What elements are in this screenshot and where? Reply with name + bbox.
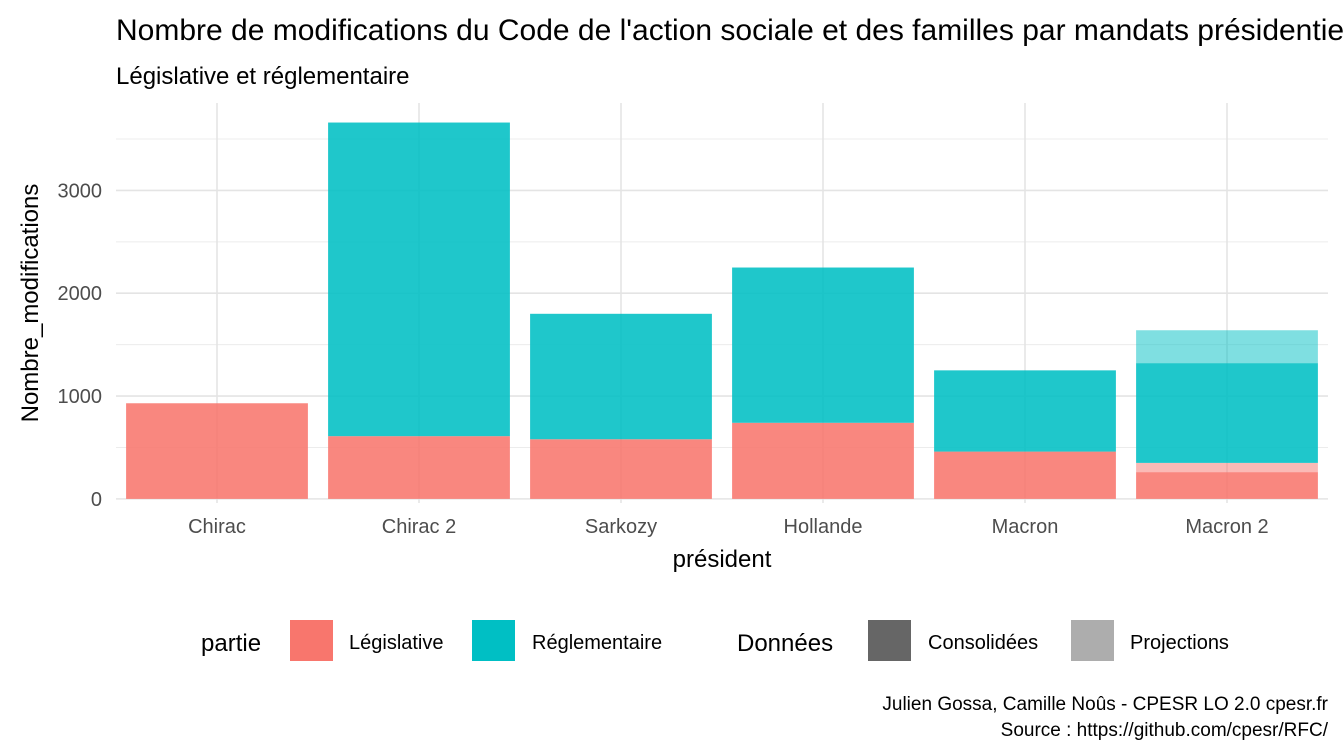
legend: partie Législative Réglementaire Données…: [201, 620, 1229, 661]
caption-line-1: Julien Gossa, Camille Noûs - CPESR LO 2.…: [882, 694, 1328, 715]
y-tick-label: 3000: [58, 180, 103, 202]
legend-label-reglementaire: Réglementaire: [532, 632, 662, 654]
x-tick-label-macron: Macron: [992, 516, 1059, 538]
bar-hollande-legislative-consolidees: [732, 422, 914, 499]
legend-label-legislative: Législative: [349, 632, 444, 654]
bar-sarkozy-legislative-consolidees: [530, 439, 712, 499]
legend-title-donnees: Données: [737, 630, 833, 657]
chart-title: Nombre de modifications du Code de l'act…: [116, 14, 1344, 47]
bar-chirac-2-reglementaire-consolidees: [328, 122, 510, 437]
bar-macron-2-reglementaire-projections: [1136, 330, 1318, 364]
x-axis-label: président: [673, 546, 772, 573]
bar-macron-legislative-consolidees: [934, 451, 1116, 499]
x-tick-label-sarkozy: Sarkozy: [585, 516, 657, 538]
legend-key-consolidees: [868, 620, 911, 661]
y-tick-label: 1000: [58, 386, 103, 408]
bar-macron-2-legislative-consolidees: [1136, 472, 1318, 499]
legend-label-consolidees: Consolidées: [928, 632, 1038, 654]
x-tick-label-chirac-2: Chirac 2: [382, 516, 456, 538]
y-axis-ticks: 0 1000 2000 3000: [58, 180, 103, 510]
chart-subtitle: Législative et réglementaire: [116, 63, 410, 90]
bar-hollande-reglementaire-consolidees: [732, 267, 914, 423]
y-axis-label: Nombre_modifications: [17, 184, 44, 423]
bar-macron-2-legislative-projections: [1136, 462, 1318, 473]
bar-chirac-2-legislative-consolidees: [328, 436, 510, 499]
bar-macron-reglementaire-consolidees: [934, 370, 1116, 452]
legend-key-legislative: [290, 620, 333, 661]
x-tick-label-hollande: Hollande: [784, 516, 863, 538]
bar-sarkozy-reglementaire-consolidees: [530, 313, 712, 440]
x-tick-label-chirac: Chirac: [188, 516, 246, 538]
bar-chirac-legislative-consolidees: [126, 403, 308, 499]
legend-title-partie: partie: [201, 630, 261, 657]
bars: [126, 122, 1318, 499]
bar-macron-2-reglementaire-consolidees: [1136, 363, 1318, 463]
y-tick-label: 2000: [58, 283, 103, 305]
caption-line-2: Source : https://github.com/cpesr/RFC/: [1001, 720, 1329, 741]
legend-key-reglementaire: [472, 620, 515, 661]
x-tick-label-macron-2: Macron 2: [1185, 516, 1268, 538]
x-axis-ticks: Chirac Chirac 2 Sarkozy Hollande Macron Macro…: [188, 516, 1269, 538]
legend-key-projections: [1071, 620, 1114, 661]
y-tick-label: 0: [91, 489, 102, 511]
legend-label-projections: Projections: [1130, 632, 1229, 654]
